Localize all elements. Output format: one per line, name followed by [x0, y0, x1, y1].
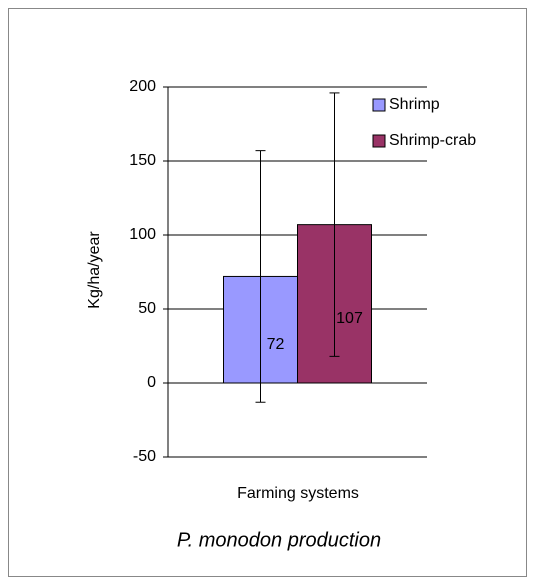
legend-swatch — [372, 134, 386, 148]
y-tick-label: 50 — [138, 300, 156, 317]
legend-label: Shrimp — [389, 96, 440, 113]
data-label: 72 — [267, 336, 285, 353]
x-axis-label: Farming systems — [237, 485, 359, 502]
y-tick-label: -50 — [133, 448, 156, 465]
y-tick-label: 100 — [129, 226, 156, 243]
chart-title: P. monodon production — [177, 529, 381, 551]
y-axis-label: Kg/ha/year — [86, 231, 103, 309]
legend-label: Shrimp-crab — [389, 132, 476, 149]
y-tick-label: 0 — [147, 374, 156, 391]
y-tick-label: 150 — [129, 152, 156, 169]
y-tick-label: 200 — [129, 78, 156, 95]
legend-swatch — [372, 98, 386, 112]
data-label: 107 — [336, 310, 363, 327]
